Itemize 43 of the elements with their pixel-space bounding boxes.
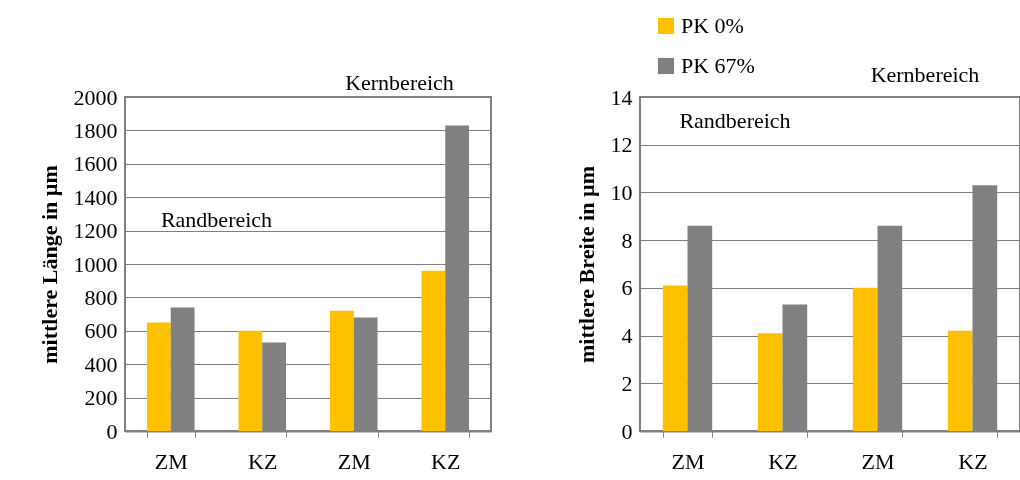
x-tick-label: KZ — [431, 448, 461, 474]
y-tick-label: 1200 — [73, 218, 118, 244]
bar — [329, 310, 354, 431]
bar — [947, 330, 973, 431]
y-tick-label: 1000 — [73, 251, 118, 277]
bar — [146, 322, 171, 431]
y-tick-label: 2000 — [73, 84, 118, 110]
y-tick-label: 600 — [84, 318, 118, 344]
text: Kernbereich — [345, 70, 454, 95]
y-tick-label: 10 — [610, 179, 633, 205]
bar — [852, 287, 878, 431]
annotation: Randbereich — [679, 108, 791, 133]
y-tick-label: 1600 — [73, 151, 118, 177]
y-tick-label: 400 — [84, 351, 118, 377]
y-tick-label: 1800 — [73, 117, 118, 143]
x-tick-label: ZM — [154, 448, 188, 474]
y-tick-label: 2 — [621, 370, 633, 396]
bar — [662, 285, 688, 431]
x-tick-label: KZ — [958, 448, 988, 474]
legend-label: PK 0% — [681, 13, 744, 38]
y-tick-label: 6 — [621, 275, 633, 301]
y-tick-label: 4 — [621, 323, 633, 349]
bar — [238, 330, 263, 431]
legend-label: PK 67% — [681, 53, 755, 78]
x-tick-label: ZM — [671, 448, 705, 474]
x-tick-label: KZ — [768, 448, 798, 474]
x-tick-label: ZM — [337, 448, 371, 474]
y-tick-label: 800 — [84, 284, 118, 310]
y-tick-label: 1400 — [73, 184, 118, 210]
y-tick-label: 0 — [621, 418, 633, 444]
y-axis-title: mittlere Länge in µm — [36, 165, 62, 364]
x-tick-label: ZM — [861, 448, 895, 474]
text: Kernbereich — [870, 62, 980, 87]
x-tick-label: KZ — [248, 448, 278, 474]
y-tick-label: 0 — [106, 418, 118, 444]
bar — [757, 333, 783, 431]
y-tick-label: 8 — [621, 227, 633, 253]
annotation: Randbereich — [160, 207, 273, 232]
y-tick-label: 200 — [84, 385, 118, 411]
y-tick-label: 12 — [610, 132, 633, 158]
y-axis-title: mittlere Breite in µm — [573, 166, 599, 363]
bar — [421, 270, 446, 431]
y-tick-label: 14 — [610, 84, 633, 110]
